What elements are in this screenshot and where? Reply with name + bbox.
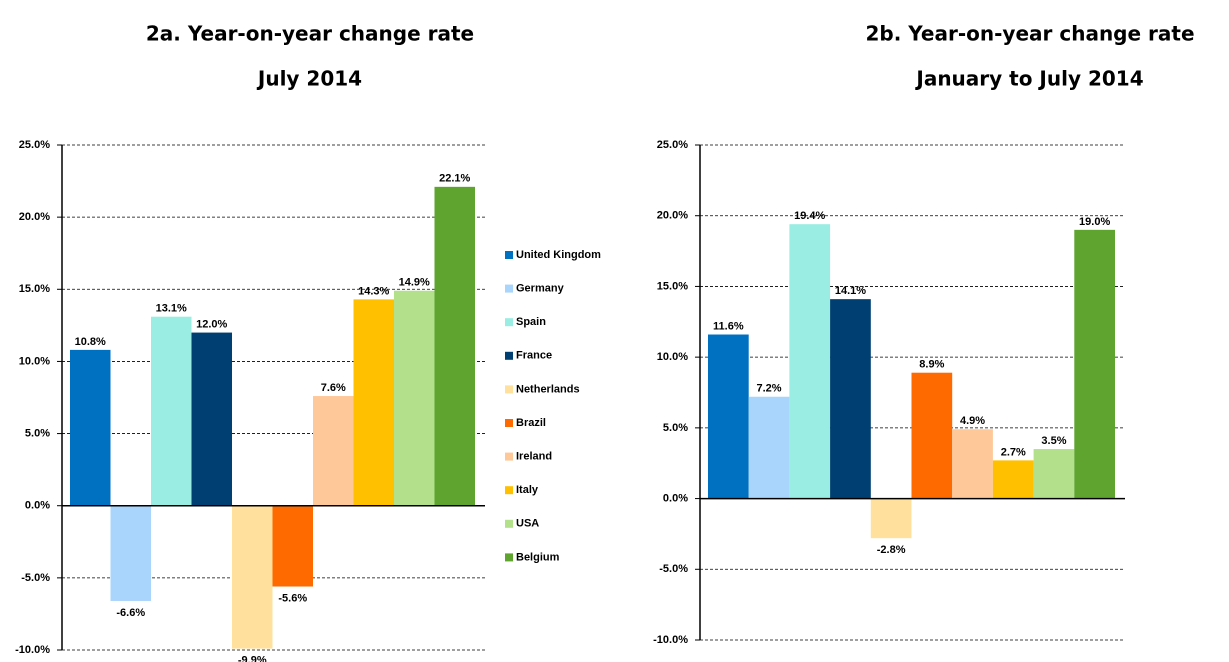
legend-swatch <box>505 318 513 327</box>
bar <box>1033 449 1075 499</box>
legend-swatch <box>505 284 513 293</box>
y-tick-label: -10.0% <box>15 644 50 656</box>
y-tick-label: 25.0% <box>19 139 50 151</box>
chart-subtitle: January to July 2014 <box>914 67 1143 91</box>
value-label: 19.0% <box>1079 216 1110 228</box>
value-label: -6.6% <box>116 607 145 619</box>
legend-swatch <box>505 251 513 259</box>
value-label: 11.6% <box>713 320 744 332</box>
legend-label: Belgium <box>516 551 560 563</box>
value-label: -2.8% <box>877 544 906 556</box>
y-tick-label: 10.0% <box>19 355 50 367</box>
y-tick-label: -5.0% <box>21 572 50 584</box>
bar <box>151 316 192 506</box>
legend-swatch <box>505 486 513 495</box>
value-label: 22.1% <box>439 173 470 185</box>
legend-label: United Kingdom <box>516 249 601 261</box>
legend-label: Netherlands <box>516 383 580 395</box>
value-label: 12.0% <box>196 318 227 330</box>
value-label: 2.7% <box>1001 446 1026 458</box>
legend-swatch <box>505 419 513 427</box>
legend-label: Ireland <box>516 451 552 463</box>
y-tick-label: 0.0% <box>25 500 50 512</box>
legend-label: Germany <box>516 283 565 295</box>
bar <box>353 299 394 506</box>
y-tick-label: 15.0% <box>19 283 50 295</box>
legend-label: USA <box>516 518 539 530</box>
y-tick-label: -10.0% <box>653 634 688 646</box>
bar <box>232 505 273 649</box>
value-label: -9.9% <box>238 654 267 662</box>
y-tick-label: -5.0% <box>659 563 688 575</box>
bar <box>789 224 831 499</box>
value-label: 8.9% <box>919 359 944 371</box>
bar <box>992 460 1034 499</box>
value-label: 4.9% <box>960 415 985 427</box>
legend-label: Italy <box>516 484 539 496</box>
y-tick-label: 5.0% <box>25 427 50 439</box>
y-tick-label: 20.0% <box>657 210 688 222</box>
legend-label: Spain <box>516 316 546 328</box>
value-label: 14.9% <box>399 277 430 289</box>
chart-subtitle: July 2014 <box>256 67 362 91</box>
bar <box>313 396 354 506</box>
bar <box>191 332 232 506</box>
y-tick-label: 15.0% <box>657 280 688 292</box>
legend-swatch <box>505 385 513 394</box>
legend-label: France <box>516 350 552 362</box>
value-label: 10.8% <box>75 336 106 348</box>
bar <box>708 334 749 499</box>
value-label: -5.6% <box>278 592 307 604</box>
bar <box>110 505 151 601</box>
bar <box>434 186 475 506</box>
bar <box>911 372 953 499</box>
bar <box>830 299 871 499</box>
chart-title: 2a. Year-on-year change rate <box>146 22 474 46</box>
value-label: 14.1% <box>835 285 866 297</box>
bar <box>1074 229 1115 499</box>
legend-swatch <box>505 553 513 562</box>
y-tick-label: 0.0% <box>663 492 688 504</box>
bar <box>870 498 912 539</box>
legend-swatch <box>505 519 513 528</box>
legend-label: Brazil <box>516 417 546 429</box>
bar <box>394 290 435 506</box>
value-label: 7.2% <box>757 383 782 395</box>
legend-swatch <box>505 351 513 360</box>
bar <box>748 396 790 499</box>
value-label: 13.1% <box>156 303 187 315</box>
value-label: 19.4% <box>794 210 825 222</box>
value-label: 14.3% <box>358 285 389 297</box>
legend-swatch <box>505 452 513 461</box>
y-tick-label: 5.0% <box>663 422 688 434</box>
bar <box>70 349 111 506</box>
bar <box>952 429 993 499</box>
value-label: 3.5% <box>1041 435 1066 447</box>
y-tick-label: 10.0% <box>657 351 688 363</box>
bar <box>272 505 313 587</box>
y-tick-label: 20.0% <box>19 211 50 223</box>
y-tick-label: 25.0% <box>657 139 688 151</box>
value-label: 7.6% <box>321 382 346 394</box>
chart-title: 2b. Year-on-year change rate <box>865 22 1194 46</box>
